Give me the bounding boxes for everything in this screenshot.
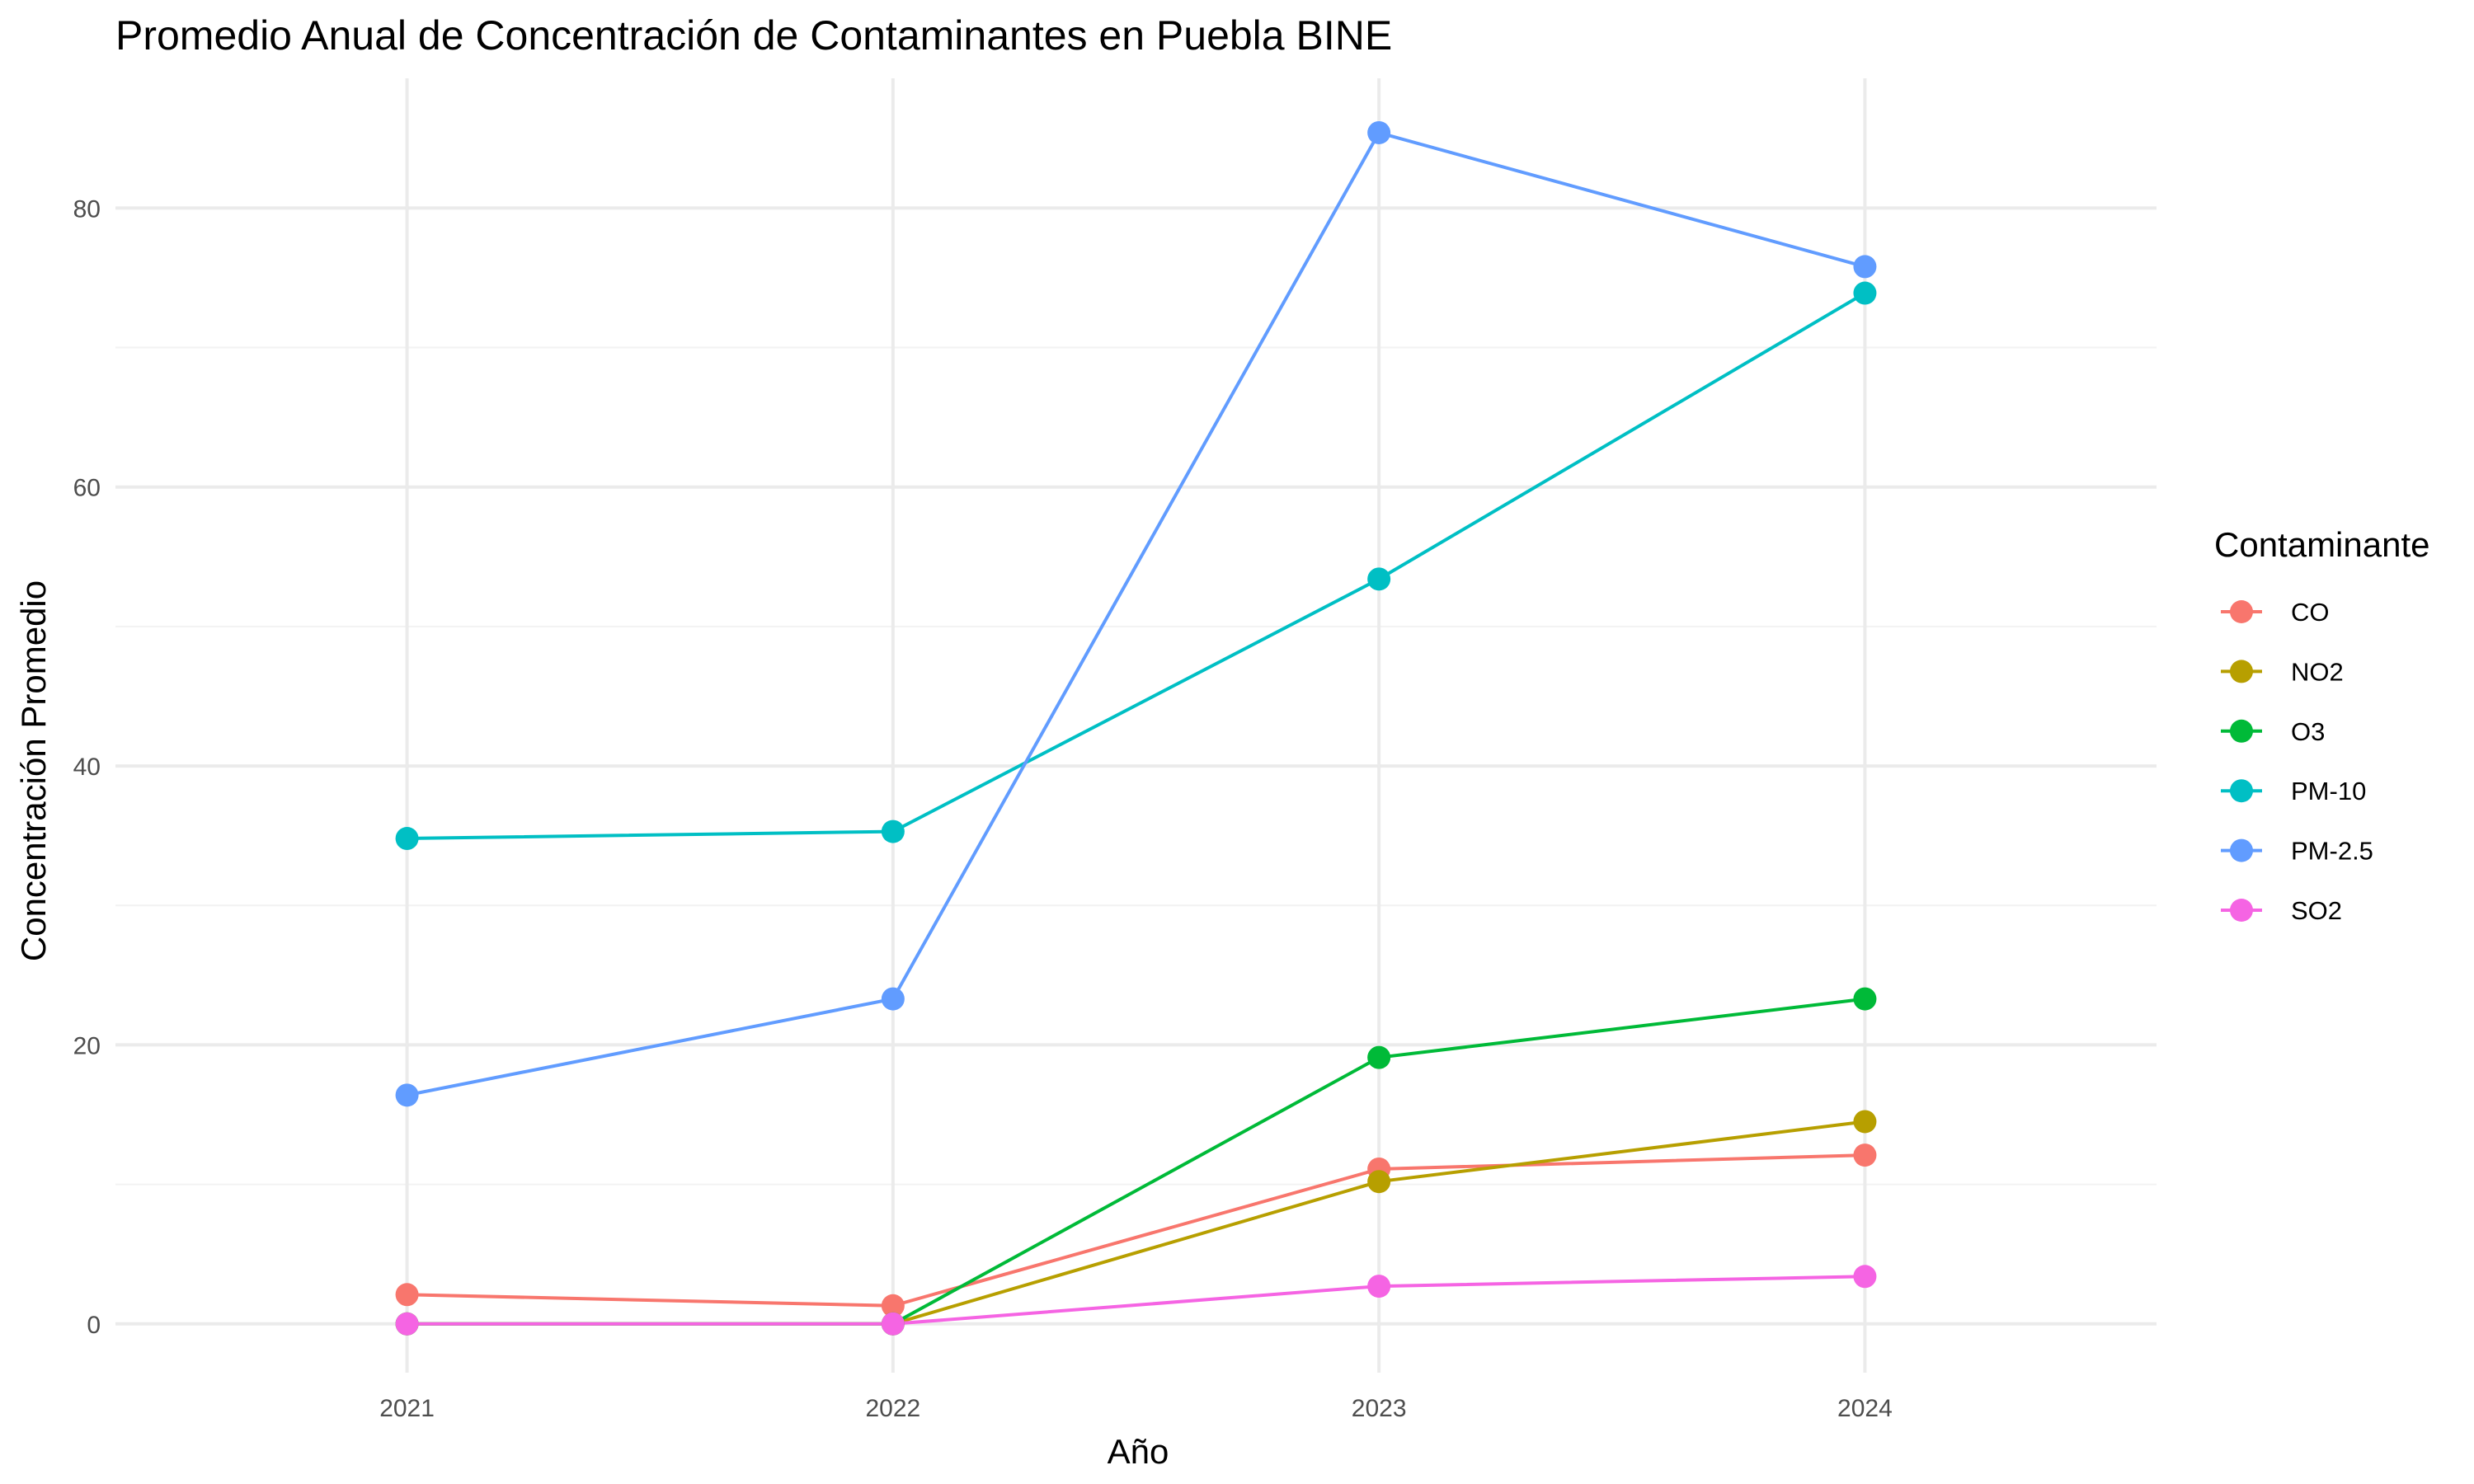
data-point-no2 bbox=[1367, 1170, 1391, 1194]
data-point-pm-2-5 bbox=[1853, 255, 1877, 279]
series-line-pm-10 bbox=[407, 291, 1866, 840]
legend-item-pm-10: PM-10 bbox=[2221, 777, 2366, 805]
legend-label: SO2 bbox=[2291, 896, 2342, 925]
x-tick-label: 2021 bbox=[379, 1395, 435, 1422]
y-tick-label: 60 bbox=[73, 475, 101, 502]
legend-item-pm-2-5: PM-2.5 bbox=[2221, 837, 2373, 866]
data-point-so2 bbox=[881, 1312, 905, 1336]
legend-key-point bbox=[2230, 660, 2253, 683]
x-axis-ticks: 2021 2022 2023 2024 bbox=[379, 1395, 1893, 1422]
legend-key-point bbox=[2230, 779, 2253, 803]
grid bbox=[115, 78, 2157, 1373]
series-line-co bbox=[407, 1153, 1865, 1308]
legend-key-point bbox=[2230, 719, 2253, 743]
x-tick-label: 2022 bbox=[865, 1395, 920, 1422]
legend-item-o3: O3 bbox=[2221, 717, 2325, 746]
y-axis-title: Concentración Promedio bbox=[14, 580, 53, 961]
chart-title: Promedio Anual de Concentración de Conta… bbox=[115, 12, 1392, 59]
legend-key-point bbox=[2230, 899, 2253, 922]
series-lines bbox=[407, 130, 1866, 1326]
data-point-pm-10 bbox=[881, 819, 905, 843]
data-point-o3 bbox=[1367, 1045, 1391, 1069]
y-tick-label: 80 bbox=[73, 195, 101, 223]
series-line-so2 bbox=[407, 1275, 1865, 1326]
data-point-pm-2-5 bbox=[1367, 120, 1391, 144]
x-axis-title: Año bbox=[1108, 1432, 1169, 1471]
data-point-pm-10 bbox=[1853, 281, 1877, 305]
y-tick-label: 40 bbox=[73, 754, 101, 781]
legend-label: CO bbox=[2291, 598, 2330, 627]
data-point-co bbox=[395, 1283, 419, 1307]
data-point-so2 bbox=[1367, 1275, 1391, 1298]
data-point-pm-10 bbox=[1367, 567, 1391, 591]
legend-item-no2: NO2 bbox=[2221, 657, 2344, 686]
y-tick-label: 0 bbox=[87, 1312, 101, 1339]
legend-items: CO NO2 O3 PM-10 PM-2.5 SO2 bbox=[2221, 598, 2373, 925]
data-point-so2 bbox=[395, 1312, 419, 1336]
legend-item-co: CO bbox=[2221, 598, 2330, 627]
legend-label: PM-10 bbox=[2291, 777, 2366, 805]
x-tick-label: 2023 bbox=[1352, 1395, 1407, 1422]
data-point-pm-10 bbox=[395, 827, 419, 851]
data-point-pm-2-5 bbox=[395, 1083, 419, 1107]
y-tick-label: 20 bbox=[73, 1032, 101, 1059]
series-line-pm-2-5 bbox=[407, 130, 1865, 1097]
data-point-co bbox=[1853, 1144, 1877, 1167]
y-axis-ticks: 0 20 40 60 80 bbox=[73, 195, 101, 1338]
legend-item-so2: SO2 bbox=[2221, 896, 2342, 925]
data-point-co bbox=[881, 1294, 905, 1317]
legend: Contaminante CO NO2 O3 PM-10 PM-2.5 SO2 bbox=[2214, 525, 2430, 925]
legend-key-point bbox=[2230, 838, 2253, 862]
legend-label: NO2 bbox=[2291, 657, 2344, 686]
legend-key-point bbox=[2230, 600, 2253, 623]
legend-title: Contaminante bbox=[2214, 525, 2430, 564]
data-point-o3 bbox=[1853, 987, 1877, 1011]
legend-label: O3 bbox=[2291, 717, 2325, 746]
series-points bbox=[395, 120, 1877, 1336]
x-tick-label: 2024 bbox=[1837, 1395, 1893, 1422]
legend-label: PM-2.5 bbox=[2291, 837, 2373, 866]
data-point-pm-2-5 bbox=[881, 987, 905, 1011]
series-line-no2 bbox=[407, 1120, 1865, 1326]
data-point-so2 bbox=[1853, 1265, 1877, 1289]
data-point-no2 bbox=[1853, 1110, 1877, 1134]
